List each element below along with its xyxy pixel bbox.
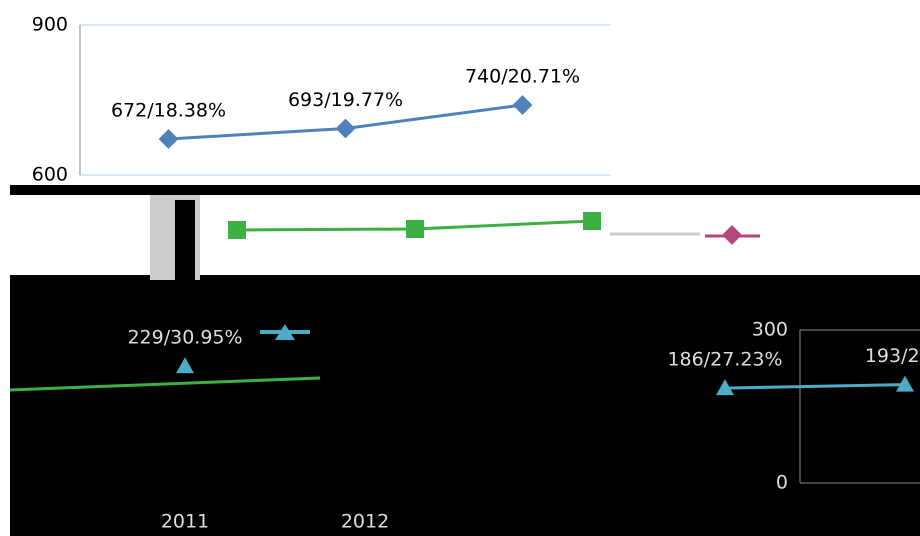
green-marker [406, 220, 424, 238]
y-tick-label: 0 [776, 472, 788, 494]
data-label: 193/27.( [865, 345, 920, 367]
legend-marker [275, 324, 295, 340]
data-label: 693/19.77% [288, 89, 403, 111]
data-label: 672/18.38% [111, 100, 226, 122]
marker [158, 129, 179, 149]
x-tick-label: 2012 [341, 511, 389, 533]
y-tick-label: 300 [752, 319, 788, 341]
marker [512, 95, 533, 115]
x-tick-label: 2011 [161, 511, 209, 533]
green-marker [583, 212, 601, 230]
marker [896, 375, 914, 392]
band [10, 195, 920, 275]
marker [335, 118, 356, 139]
y-tick-label: 600 [32, 164, 68, 186]
marker [716, 379, 734, 396]
marker [176, 357, 194, 374]
data-label: 229/30.95% [127, 327, 242, 349]
band-strip [175, 200, 195, 280]
data-label: 740/20.71% [465, 66, 580, 88]
y-tick-label: 900 [32, 14, 68, 36]
green-fragment [9, 376, 321, 392]
data-label: 186/27.23% [667, 349, 782, 371]
green-marker [228, 221, 246, 239]
series-line [724, 383, 906, 390]
